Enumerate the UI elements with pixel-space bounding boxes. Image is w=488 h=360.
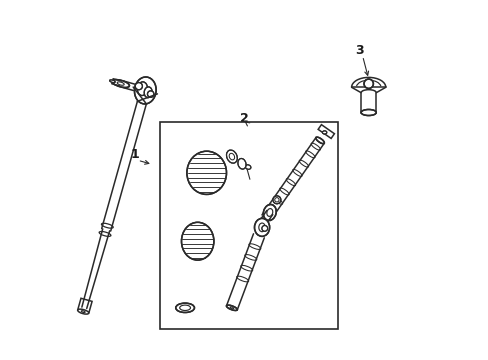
Text: 2: 2 [240, 112, 248, 125]
Polygon shape [78, 298, 92, 312]
Ellipse shape [112, 80, 129, 87]
Ellipse shape [260, 219, 266, 224]
Ellipse shape [254, 219, 269, 237]
Ellipse shape [238, 158, 245, 169]
Ellipse shape [134, 77, 156, 104]
Text: 3: 3 [355, 44, 363, 57]
Ellipse shape [135, 82, 142, 90]
Ellipse shape [181, 222, 213, 260]
Ellipse shape [78, 309, 89, 314]
Ellipse shape [263, 204, 276, 220]
Bar [160, 122, 337, 329]
Ellipse shape [262, 225, 267, 231]
Ellipse shape [363, 79, 373, 89]
Ellipse shape [186, 151, 226, 194]
Polygon shape [318, 125, 334, 139]
Ellipse shape [361, 109, 375, 116]
Ellipse shape [147, 91, 154, 97]
Ellipse shape [175, 303, 194, 312]
Ellipse shape [137, 82, 147, 95]
Ellipse shape [226, 150, 237, 163]
Ellipse shape [315, 137, 324, 144]
Ellipse shape [272, 196, 280, 204]
Text: 1: 1 [130, 148, 139, 161]
Ellipse shape [245, 165, 250, 169]
Ellipse shape [226, 305, 237, 310]
Ellipse shape [109, 80, 115, 82]
Ellipse shape [322, 131, 326, 134]
Ellipse shape [144, 87, 152, 98]
